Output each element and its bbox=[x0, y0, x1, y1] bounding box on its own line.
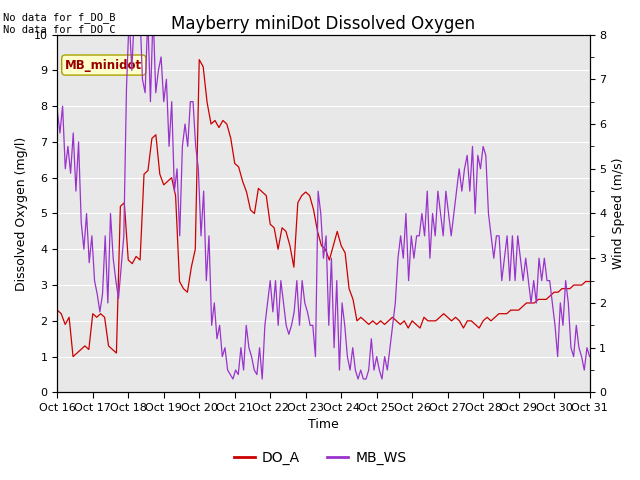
Text: MB_minidot: MB_minidot bbox=[65, 59, 142, 72]
Text: No data for f_DO_C: No data for f_DO_C bbox=[3, 24, 116, 35]
Y-axis label: Dissolved Oxygen (mg/l): Dissolved Oxygen (mg/l) bbox=[15, 136, 28, 290]
Legend: DO_A, MB_WS: DO_A, MB_WS bbox=[228, 445, 412, 471]
Title: Mayberry miniDot Dissolved Oxygen: Mayberry miniDot Dissolved Oxygen bbox=[172, 15, 476, 33]
Y-axis label: Wind Speed (m/s): Wind Speed (m/s) bbox=[612, 158, 625, 269]
Text: No data for f_DO_B: No data for f_DO_B bbox=[3, 12, 116, 23]
X-axis label: Time: Time bbox=[308, 419, 339, 432]
